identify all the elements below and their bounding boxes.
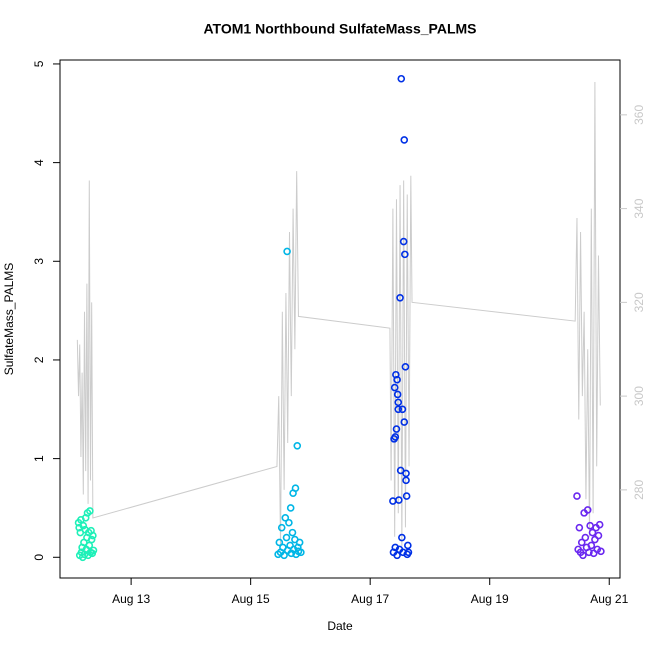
scatter-point	[397, 74, 406, 83]
scatter-point	[394, 398, 403, 407]
scatter-point	[594, 531, 603, 540]
scatter-point	[87, 535, 96, 544]
scatter-point	[391, 433, 400, 441]
scatter-point	[577, 538, 586, 547]
scatter-point	[401, 363, 410, 371]
scatter-point	[392, 370, 400, 379]
scatter-point	[595, 520, 604, 529]
x-tick-label: Aug 13	[112, 592, 150, 606]
scatter-point	[393, 375, 401, 384]
scatter-point	[281, 514, 290, 522]
scatter-point	[581, 533, 590, 542]
y-tick-label: 0	[32, 554, 46, 561]
scatter-point	[280, 551, 288, 560]
scatter-point	[391, 543, 400, 552]
y-tick-label: 1	[32, 455, 46, 462]
scatter-point	[401, 250, 409, 259]
scatter-point	[586, 521, 594, 530]
scatter-point	[575, 523, 584, 532]
y2-tick-label: 300	[632, 386, 646, 406]
y-axis-label: SulfateMass_PALMS	[2, 263, 16, 376]
scatter-point	[291, 484, 300, 493]
x-axis-label: Date	[327, 619, 353, 633]
line-series	[76, 82, 601, 547]
y-tick-label: 4	[32, 159, 46, 166]
y-tick-label: 5	[32, 60, 46, 67]
scatter-point	[588, 528, 597, 537]
scatter-point	[398, 405, 407, 414]
scatter-point	[404, 541, 412, 550]
scatter-point	[587, 541, 596, 550]
scatter-point	[295, 538, 304, 547]
y2-tick-label: 320	[632, 292, 646, 312]
scatter-point	[89, 546, 98, 555]
y-tick-label: 3	[32, 258, 46, 265]
scatter-point	[396, 293, 404, 302]
scatter-point	[398, 533, 406, 542]
y2-tick-label: 340	[632, 198, 646, 218]
scatter-point	[390, 383, 399, 392]
scatter-point	[392, 425, 401, 433]
scatter-point	[579, 551, 587, 560]
scatter-point	[86, 507, 94, 515]
plot-frame	[59, 59, 621, 579]
x-tick-label: Aug 19	[471, 592, 509, 606]
scatter-point	[573, 492, 581, 500]
scatter-point	[286, 504, 295, 512]
x-tick-label: Aug 17	[351, 592, 389, 606]
scatter-point	[402, 469, 410, 478]
y-tick-label: 2	[32, 356, 46, 363]
scatter-point	[402, 492, 411, 500]
scatter-point	[597, 547, 605, 556]
x-tick-label: Aug 15	[232, 592, 270, 606]
y2-tick-label: 360	[632, 105, 646, 125]
scatter-point	[393, 390, 402, 399]
scatter-point	[283, 247, 291, 256]
scatter-point	[288, 528, 297, 537]
scatter-point	[583, 506, 592, 514]
scatter-point	[400, 136, 409, 144]
scatter-point	[402, 476, 410, 485]
scatter-point	[293, 441, 302, 450]
x-tick-label: Aug 21	[590, 592, 628, 606]
scatter-point	[285, 518, 293, 527]
scatter-point	[89, 531, 97, 540]
scatter-point	[400, 418, 409, 426]
scatter-point	[277, 523, 286, 532]
scatter-point	[79, 521, 88, 530]
scatter-point	[585, 548, 593, 557]
scatter-point	[297, 548, 305, 557]
scatter-point	[394, 405, 403, 414]
chart-title: ATOM1 Northbound SulfateMass_PALMS	[203, 21, 476, 37]
scatter-point	[399, 237, 408, 246]
scatter-point	[275, 538, 284, 547]
scatter-point	[395, 496, 403, 504]
y2-tick-label: 280	[632, 480, 646, 500]
scatter-point	[282, 533, 291, 542]
scatter-point	[404, 548, 413, 557]
